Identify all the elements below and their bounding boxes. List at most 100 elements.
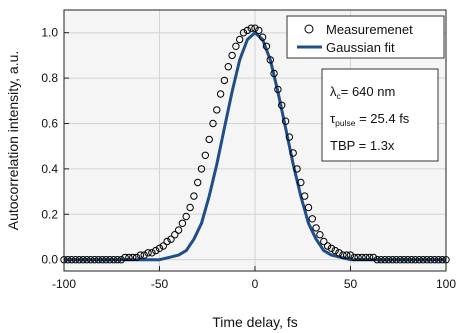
x-tick-label: 100 bbox=[436, 277, 456, 291]
measurement-point bbox=[350, 253, 358, 262]
measurement-point bbox=[90, 256, 99, 264]
measurement-point bbox=[194, 178, 202, 187]
measurement-point bbox=[98, 256, 106, 264]
measurement-point bbox=[140, 251, 148, 259]
y-tick-label: 0.8 bbox=[41, 71, 58, 85]
legend-label-measurement: Measuremenet bbox=[326, 22, 413, 37]
measurement-point bbox=[121, 253, 129, 262]
measurement-point bbox=[216, 90, 225, 98]
measurement-point bbox=[320, 237, 328, 246]
measurement-point bbox=[94, 256, 103, 264]
measurement-point bbox=[106, 256, 114, 264]
measurement-point bbox=[213, 106, 221, 114]
measurement-point bbox=[369, 253, 378, 262]
measurement-point bbox=[113, 256, 122, 264]
measurement-point bbox=[197, 165, 206, 173]
legend-marker-measurement bbox=[304, 24, 314, 34]
measurement-point bbox=[155, 244, 164, 253]
measurement-point bbox=[423, 256, 431, 264]
measurement-point bbox=[354, 253, 362, 262]
x-tick-label: -50 bbox=[151, 277, 169, 291]
y-axis-label: Autocorrelation intensity, a.u. bbox=[5, 51, 21, 231]
y-tick-label: 0.4 bbox=[41, 162, 58, 176]
measurement-point bbox=[308, 215, 316, 223]
measurement-point bbox=[365, 253, 374, 262]
measurement-point bbox=[301, 192, 309, 200]
measurement-point bbox=[270, 69, 278, 78]
marker-layer bbox=[60, 24, 450, 264]
measurement-point bbox=[262, 42, 271, 50]
measurement-point bbox=[228, 51, 236, 60]
measurement-point bbox=[430, 256, 439, 264]
y-tick-label: 1.0 bbox=[41, 26, 58, 40]
measurement-point bbox=[182, 212, 190, 221]
measurement-point bbox=[404, 256, 412, 264]
measurement-point bbox=[247, 24, 255, 32]
measurement-point bbox=[132, 253, 141, 262]
measurement-point bbox=[186, 203, 194, 212]
measurement-point bbox=[171, 231, 179, 239]
measurement-point bbox=[323, 242, 332, 250]
y-tick-label: 0.2 bbox=[41, 207, 58, 221]
tick-layer: -100 -50 0 50 100 0.0 0.2 0.4 0.6 0.8 1.0 bbox=[41, 26, 456, 291]
measurement-point bbox=[178, 219, 187, 228]
measurement-point bbox=[239, 29, 248, 37]
legend: Measuremenet Gaussian fit bbox=[286, 15, 445, 59]
measurement-point bbox=[385, 256, 393, 264]
measurement-point bbox=[79, 256, 87, 264]
y-tick-label: 0.6 bbox=[41, 116, 58, 130]
measurement-point bbox=[362, 253, 370, 262]
measurement-point bbox=[289, 149, 297, 157]
measurement-point bbox=[327, 244, 336, 253]
measurement-point bbox=[266, 56, 274, 64]
measurement-point bbox=[388, 256, 397, 264]
info-wavelength: λc= 640 nm bbox=[330, 84, 395, 101]
measurement-point bbox=[190, 192, 198, 200]
measurement-point bbox=[224, 62, 233, 71]
x-axis-label: Time delay, fs bbox=[212, 314, 298, 330]
info-pulse-duration: τpulse = 25.4 fs bbox=[330, 111, 410, 128]
measurement-point bbox=[201, 151, 210, 160]
x-tick-label: -100 bbox=[52, 277, 76, 291]
measurement-point bbox=[152, 246, 160, 255]
legend-box bbox=[286, 15, 445, 59]
measurement-point bbox=[373, 256, 381, 264]
measurement-point bbox=[316, 231, 324, 239]
y-tick-label: 0.0 bbox=[41, 253, 58, 267]
measurement-point bbox=[159, 242, 168, 250]
measurement-point bbox=[87, 256, 95, 264]
info-box: λc= 640 nm τpulse = 25.4 fs TBP = 1.3x bbox=[321, 68, 439, 162]
measurement-point bbox=[346, 251, 355, 259]
measurement-point bbox=[102, 256, 110, 264]
measurement-point bbox=[285, 133, 294, 141]
measurement-point bbox=[278, 101, 286, 110]
measurement-point bbox=[220, 76, 229, 85]
measurement-point bbox=[419, 256, 427, 264]
info-box-frame bbox=[321, 68, 439, 162]
x-tick-label: 50 bbox=[344, 277, 358, 291]
measurement-point bbox=[136, 251, 145, 259]
legend-label-fit: Gaussian fit bbox=[326, 40, 395, 55]
measurement-point bbox=[392, 256, 400, 264]
measurement-point bbox=[400, 256, 408, 264]
measurement-point bbox=[343, 251, 351, 259]
measurement-point bbox=[381, 256, 389, 264]
measurement-point bbox=[205, 135, 213, 144]
measurement-point bbox=[110, 256, 118, 264]
measurement-point bbox=[438, 256, 446, 264]
measurement-point bbox=[331, 246, 339, 255]
measurement-point bbox=[415, 256, 423, 264]
measurement-point bbox=[129, 253, 137, 262]
measurement-point bbox=[274, 85, 282, 94]
x-tick-label: 0 bbox=[252, 277, 259, 291]
measurement-point bbox=[251, 24, 259, 32]
measurement-point bbox=[83, 256, 91, 264]
info-tbp: TBP = 1.3x bbox=[330, 138, 395, 153]
measurement-point bbox=[75, 256, 84, 264]
measurement-point bbox=[293, 165, 301, 173]
measurement-point bbox=[255, 26, 263, 35]
measurement-point bbox=[144, 249, 152, 257]
measurement-point bbox=[304, 203, 313, 212]
measurement-point bbox=[243, 26, 252, 35]
measurement-point bbox=[258, 33, 267, 41]
